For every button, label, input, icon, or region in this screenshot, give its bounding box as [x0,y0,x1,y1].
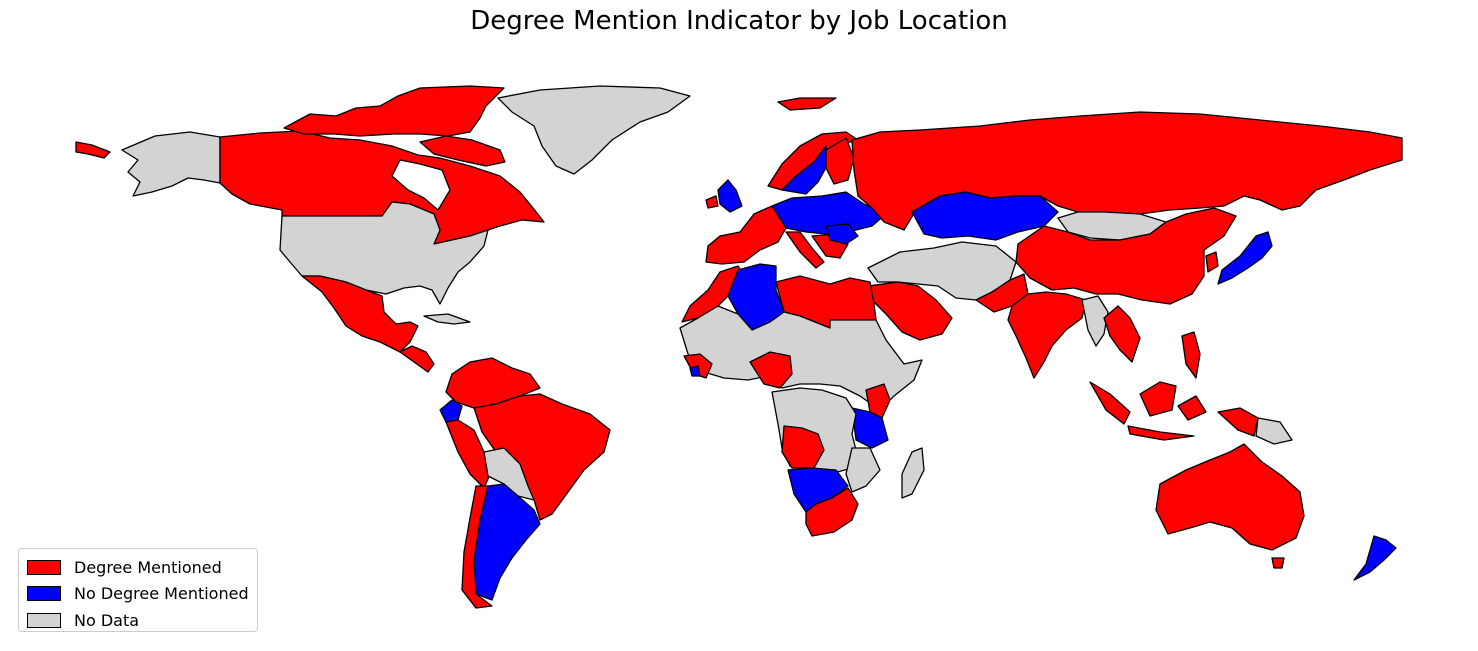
country-chile[interactable] [461,485,493,609]
country-philippines[interactable] [1181,331,1201,379]
country-ireland[interactable] [705,195,719,209]
country-mozambique[interactable] [845,447,881,493]
country-kazakhstan[interactable] [911,191,1059,241]
country-madagascar[interactable] [901,447,925,499]
country-china[interactable] [1015,207,1237,305]
country-saudi-arabia[interactable] [867,281,953,341]
country-pakistan[interactable] [975,273,1029,313]
country-morocco[interactable] [681,265,747,323]
canada-east-island[interactable] [419,135,506,167]
legend-label-no-degree: No Degree Mentioned [74,584,249,604]
country-myanmar-laos[interactable] [1081,295,1109,347]
country-nigeria[interactable] [749,351,793,389]
legend-item-degree: Degree Mentioned [27,554,249,581]
legend-swatch-no-data [27,612,61,628]
country-alaska-tip[interactable] [75,141,111,159]
map-title: Degree Mention Indicator by Job Location [470,6,1008,36]
country-sierra-leone[interactable] [689,365,701,377]
legend-swatch-degree [27,559,61,575]
canada-islands[interactable] [283,85,505,137]
country-alaska[interactable] [121,131,221,197]
legend-label-degree: Degree Mentioned [74,557,222,577]
hudson-bay [391,159,451,211]
legend-swatch-no-degree [27,586,61,602]
country-new-zealand[interactable] [1353,535,1397,581]
legend-item-no-data: No Data [27,607,249,634]
country-bolivia-paraguay[interactable] [483,447,535,501]
country-south-africa[interactable] [805,487,859,537]
country-australia[interactable] [1155,443,1305,551]
country-iceland[interactable] [777,97,837,111]
country-png-east[interactable] [1255,417,1293,445]
country-greenland[interactable] [497,85,691,175]
country-cuba[interactable] [423,313,471,325]
country-korea[interactable] [1205,251,1219,273]
country-indonesia[interactable] [1089,381,1207,441]
country-mexico[interactable] [301,275,419,353]
country-india[interactable] [1007,291,1087,379]
country-sahel-nodata[interactable] [679,305,923,411]
country-kenya[interactable] [865,383,891,419]
country-se-asia[interactable] [1103,305,1141,363]
country-tasmania[interactable] [1271,557,1285,569]
legend-item-no-degree: No Degree Mentioned [27,581,249,608]
country-guatemala-etc[interactable] [399,345,435,373]
country-ecuador[interactable] [439,399,463,423]
legend-label-no-data: No Data [74,610,140,630]
country-italy[interactable] [785,231,825,269]
legend: Degree Mentioned No Degree Mentioned No … [18,548,258,632]
country-japan[interactable] [1217,231,1273,285]
country-colombia-venezuela[interactable] [445,357,541,409]
country-finland[interactable] [825,137,855,185]
country-angola[interactable] [781,425,825,469]
country-romania[interactable] [825,223,859,245]
country-uk[interactable] [717,179,743,213]
country-tanzania[interactable] [851,407,889,449]
country-france-spain[interactable] [705,205,787,265]
country-png[interactable] [1217,407,1259,437]
country-germany-poland[interactable] [771,191,887,235]
